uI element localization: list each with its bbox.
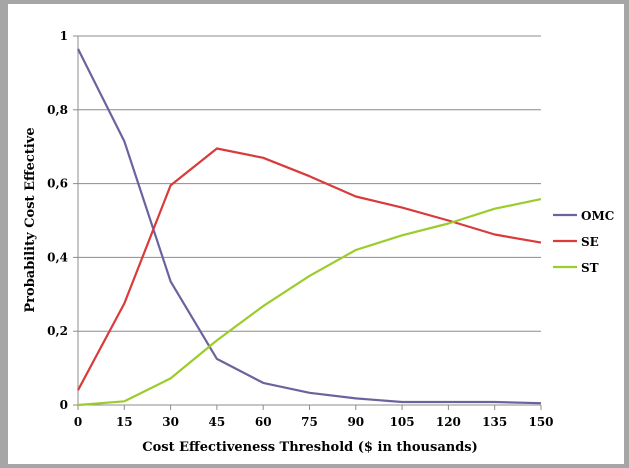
legend-label-se: SE	[581, 235, 599, 249]
x-axis-title: Cost Effectiveness Threshold ($ in thous…	[142, 440, 478, 455]
y-tick-label: 0,4	[47, 250, 68, 264]
x-tick-labels: 0 15 30 45 60 75 90 105 120 135 150	[74, 415, 554, 429]
legend-label-st: ST	[581, 261, 599, 275]
series-line-st	[77, 198, 542, 407]
x-tick-label: 45	[209, 415, 226, 429]
axes	[73, 35, 542, 410]
series-line-omc	[77, 48, 542, 405]
x-tick-label: 60	[255, 415, 272, 429]
x-tick-label: 120	[436, 415, 461, 429]
y-axis-title: Probability Cost Effective	[23, 127, 38, 312]
gridlines	[78, 35, 541, 332]
y-tick-label: 0,2	[47, 324, 68, 338]
x-tick-label: 15	[116, 415, 133, 429]
x-tick-label: 150	[528, 415, 553, 429]
x-tick-label: 75	[301, 415, 318, 429]
legend-label-omc: OMC	[581, 209, 614, 223]
x-tick-label: 90	[347, 415, 364, 429]
x-tick-label: 105	[390, 415, 415, 429]
x-tick-label: 30	[162, 415, 179, 429]
x-tick-label: 0	[74, 415, 82, 429]
y-tick-labels: 0 0,2 0,4 0,6 0,8 1	[47, 29, 68, 412]
y-tick-label: 1	[60, 29, 68, 43]
series-line-se	[77, 147, 542, 391]
series-lines	[77, 48, 542, 407]
legend: OMC SE ST	[553, 209, 614, 275]
x-tick-label: 135	[482, 415, 507, 429]
y-tick-label: 0	[60, 398, 68, 412]
y-tick-label: 0,8	[47, 103, 68, 117]
y-tick-label: 0,6	[47, 177, 68, 191]
